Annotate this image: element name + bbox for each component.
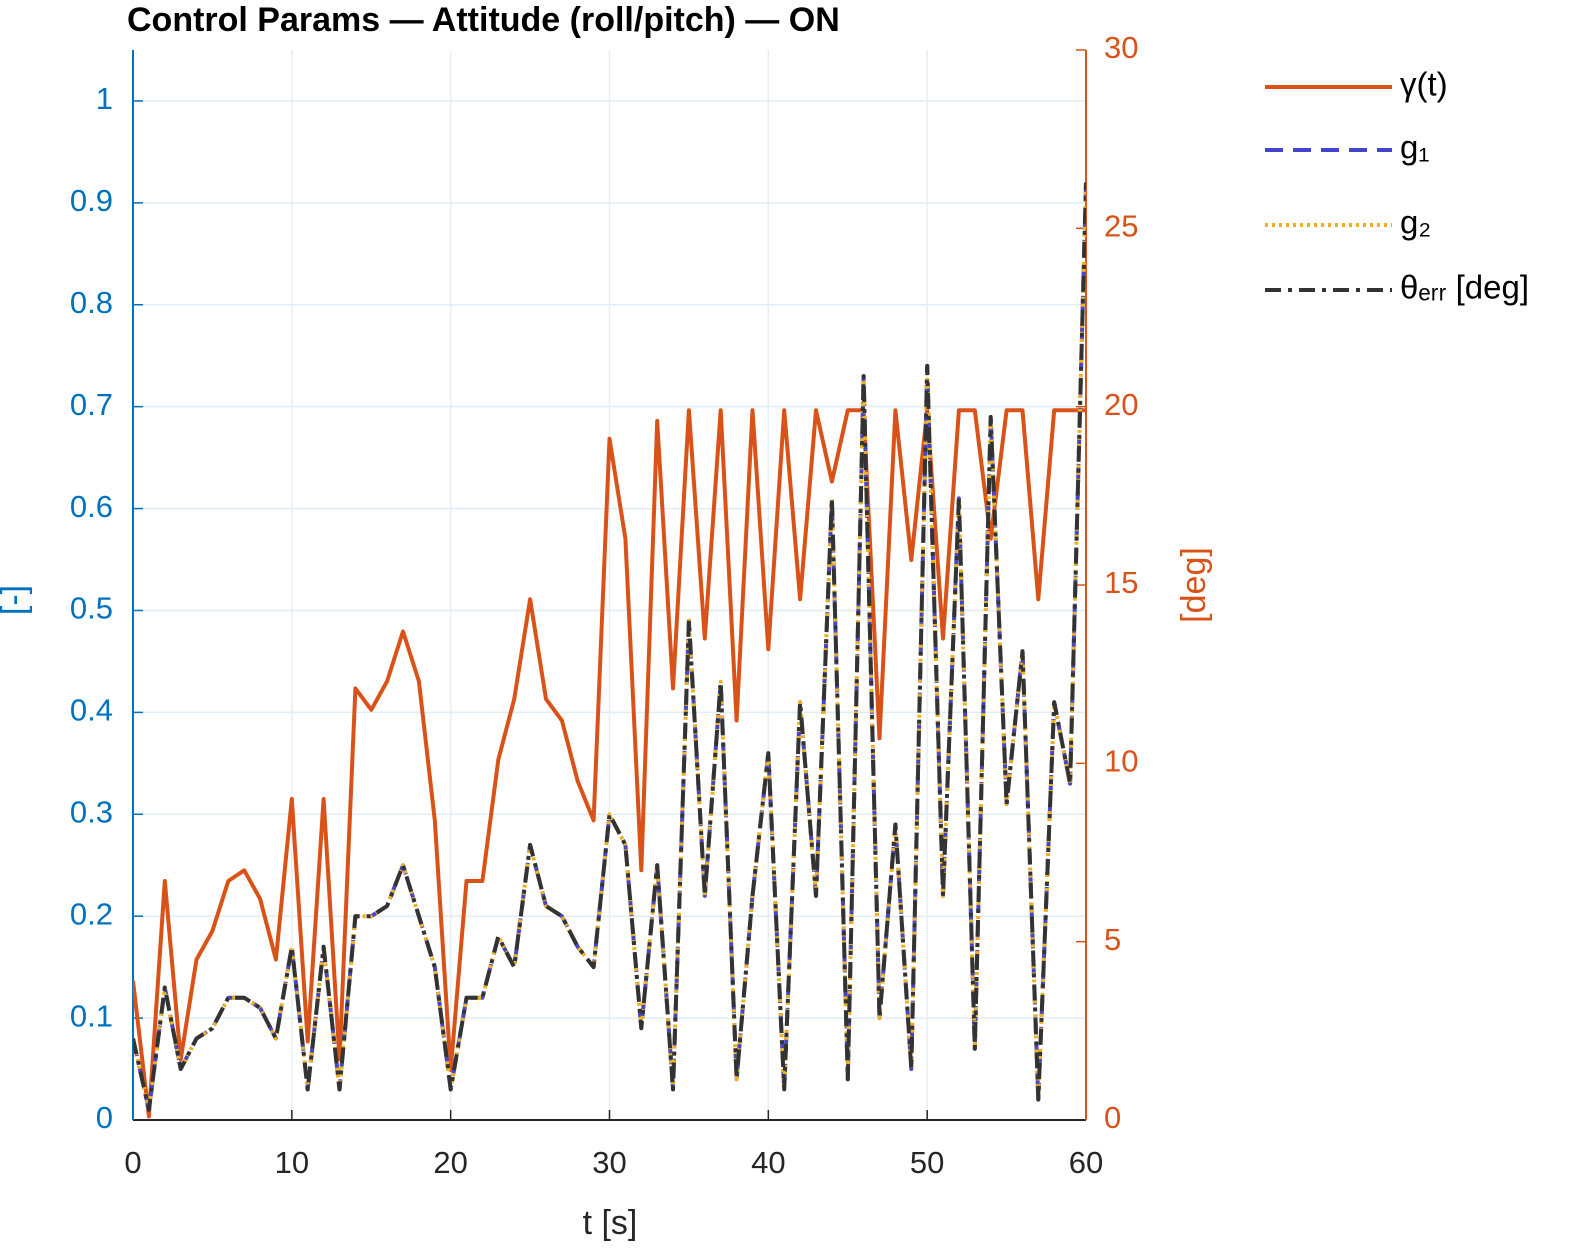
y2-tick-label: 5 <box>1104 922 1121 957</box>
x-tick-label: 0 <box>124 1145 141 1180</box>
y2-axis-label: [deg] <box>1175 547 1213 623</box>
x-tick-label: 50 <box>910 1145 944 1180</box>
legend-label: g₁ <box>1400 129 1430 166</box>
x-axis-label: t [s] <box>583 1204 638 1242</box>
y-tick-label: 0.6 <box>70 489 113 524</box>
y-tick-label: 0.9 <box>70 183 113 218</box>
y-tick-label: 0.2 <box>70 896 113 931</box>
y2-tick-label: 15 <box>1104 565 1138 600</box>
x-tick-label: 20 <box>433 1145 467 1180</box>
x-tick-label: 30 <box>592 1145 626 1180</box>
legend-label: g₂ <box>1400 204 1431 241</box>
y2-tick-label: 0 <box>1104 1100 1121 1135</box>
plot-area <box>133 182 1086 1119</box>
chart-title: Control Params — Attitude (roll/pitch) —… <box>127 1 840 39</box>
legend-label: γ(t) <box>1400 66 1448 103</box>
y-tick-label: 0.8 <box>70 285 113 320</box>
y2-tick-label: 20 <box>1104 387 1138 422</box>
series-line <box>133 182 1086 1112</box>
y2-tick-label: 30 <box>1104 30 1138 65</box>
y2-tick-label: 25 <box>1104 209 1138 244</box>
y-tick-label: 0.5 <box>70 591 113 626</box>
y2-tick-label: 10 <box>1104 744 1138 779</box>
y-tick-label: 0.4 <box>70 693 113 728</box>
y-axis-label: [-] <box>0 585 33 615</box>
y-tick-label: 0 <box>96 1100 113 1135</box>
y-tick-label: 0.1 <box>70 998 113 1033</box>
series-line <box>133 408 1086 1119</box>
y-tick-label: 0.3 <box>70 794 113 829</box>
y-tick-label: 0.7 <box>70 387 113 422</box>
legend-label: θₑᵣᵣ [deg] <box>1400 269 1529 306</box>
y-tick-label: 1 <box>96 81 113 116</box>
x-tick-label: 40 <box>751 1145 785 1180</box>
x-tick-label: 60 <box>1069 1145 1103 1180</box>
x-tick-label: 10 <box>275 1145 309 1180</box>
